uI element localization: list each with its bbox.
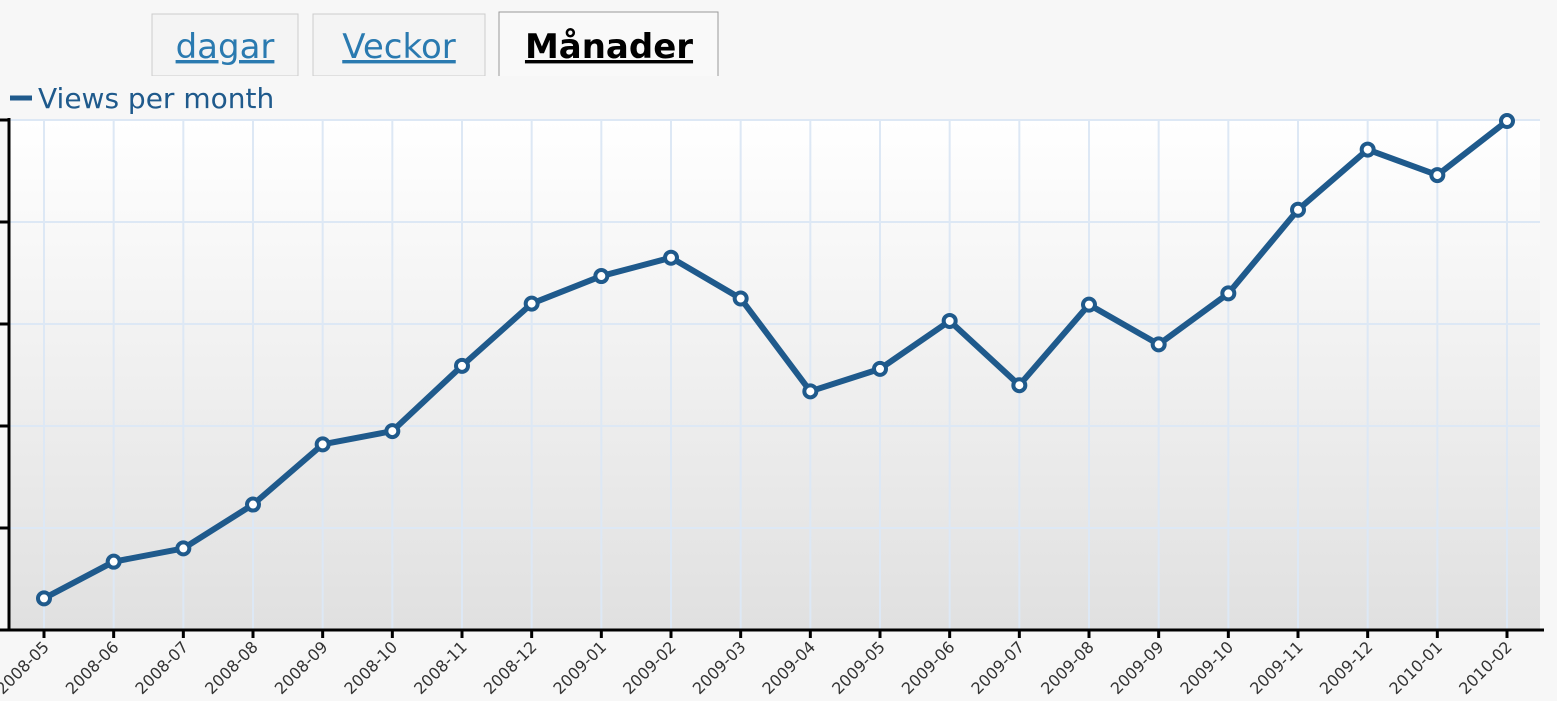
line — [42, 118, 1509, 602]
point — [593, 268, 610, 285]
point — [105, 553, 122, 570]
point — [1220, 285, 1237, 302]
tab-box — [151, 13, 299, 77]
point — [802, 383, 819, 400]
point — [1290, 201, 1306, 218]
point — [175, 540, 192, 557]
tab-box — [312, 13, 486, 77]
point — [1359, 141, 1376, 158]
point — [36, 590, 52, 607]
point — [1150, 336, 1167, 353]
legend-label: Views per month — [38, 82, 274, 115]
point — [523, 295, 540, 312]
point — [1011, 377, 1028, 394]
point — [663, 249, 679, 266]
point — [454, 357, 470, 374]
point — [872, 360, 888, 377]
tab-active[interactable]: Månader — [525, 27, 693, 67]
point — [941, 312, 958, 329]
tab-box-active — [498, 11, 719, 79]
point — [1081, 296, 1097, 313]
plot-area — [10, 120, 1540, 630]
tab[interactable]: Veckor — [342, 27, 456, 67]
point — [245, 496, 261, 513]
tab[interactable]: dagar — [176, 27, 275, 67]
point — [314, 436, 331, 453]
point — [1499, 113, 1515, 130]
point — [1429, 167, 1446, 184]
point — [384, 423, 401, 440]
point — [732, 290, 749, 307]
